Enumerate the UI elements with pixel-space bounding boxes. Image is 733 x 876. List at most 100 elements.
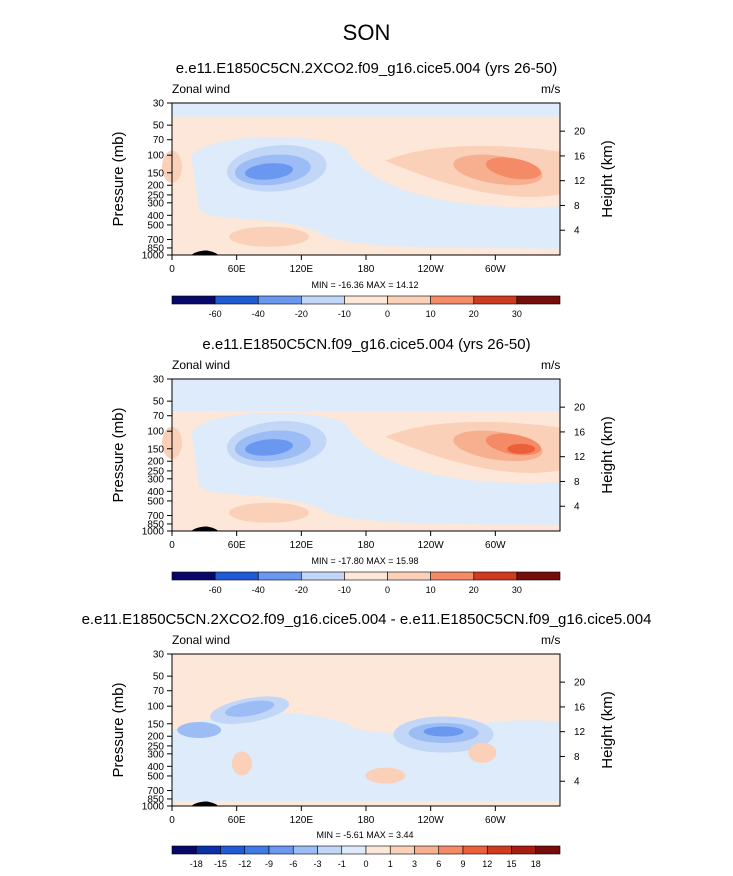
y-right-tick-label: 8 (574, 477, 580, 488)
colorbar-box (344, 571, 388, 581)
y-right-tick-label: 4 (574, 777, 580, 788)
field-group (162, 379, 560, 531)
y-tick-label: 500 (147, 496, 164, 507)
colorbar-label: 0 (385, 585, 390, 595)
colorbar-label: -18 (190, 859, 203, 869)
x-tick-label: 120E (290, 540, 314, 551)
colorbar-label: 6 (436, 859, 441, 869)
x-tick-label: 60E (228, 264, 246, 275)
y-tick-label: 70 (153, 411, 165, 422)
panel-2-units: m/s (541, 358, 561, 372)
colorbar-label: -20 (295, 585, 308, 595)
y-tick-label: 50 (153, 121, 165, 132)
colorbar-label: -3 (313, 859, 321, 869)
colorbar-box (301, 295, 345, 305)
x-tick-label: 120E (290, 815, 314, 826)
colorbar-label: 0 (363, 859, 368, 869)
colorbar-box (341, 845, 367, 855)
y-tick-label: 400 (147, 211, 164, 222)
y-tick-label: 50 (153, 672, 165, 683)
colorbar-box (257, 571, 302, 581)
x-tick-label: 120W (418, 540, 445, 551)
colorbar-label: -10 (338, 309, 351, 319)
colorbar-box (292, 845, 318, 855)
panel-1-minmax: MIN = -16.36 MAX = 14.12 (311, 280, 419, 290)
y-tick-label: 400 (147, 487, 164, 498)
colorbar-box (414, 845, 440, 855)
colorbar-label: -6 (289, 859, 297, 869)
easterly-core-inner (245, 163, 293, 180)
y-tick-label: 70 (153, 686, 165, 697)
panel-3-colorbar: -18 -15 -12 -9 -6 -3 -1 0 1 3 6 9 12 15 18 (171, 845, 561, 869)
y-tick-label: 200 (147, 181, 164, 192)
y-tick-label: 300 (147, 474, 164, 485)
y-tick-label: 850 (147, 794, 164, 805)
y-axis-label: Pressure (mb) (110, 682, 127, 777)
y-tick-label: 100 (147, 427, 164, 438)
y-right-tick-label: 12 (574, 452, 586, 463)
colorbar-box (516, 295, 561, 305)
colorbar-box (301, 571, 345, 581)
y-right-tick-label: 12 (574, 176, 586, 187)
colorbar-label: -60 (209, 585, 222, 595)
y-right-tick-label: 20 (574, 678, 586, 689)
colorbar-label: 3 (412, 859, 417, 869)
y-right-axis-label: Height (km) (599, 416, 616, 494)
topography (191, 526, 219, 531)
colorbar-label: -40 (252, 585, 265, 595)
panel-2-minmax: MIN = -17.80 MAX = 15.98 (311, 556, 419, 566)
x-tick-label: 180 (358, 264, 375, 275)
colorbar-box (268, 845, 294, 855)
panel-1-title: e.e11.E1850C5CN.2XCO2.f09_g16.cice5.004 … (175, 60, 558, 77)
colorbar-label: -9 (265, 859, 273, 869)
y-tick-label: 500 (147, 220, 164, 231)
difference-neg-upper-core (224, 700, 275, 717)
colorbar-box (257, 295, 302, 305)
x-tick-label: 120W (418, 815, 445, 826)
y-tick-label: 50 (153, 397, 165, 408)
y-right-tick-label: 16 (574, 702, 586, 713)
y-tick-label: 850 (147, 243, 164, 254)
colorbar-box (171, 295, 216, 305)
x-tick-label: 120E (290, 264, 314, 275)
colorbar-box (171, 571, 216, 581)
colorbar-box (430, 571, 475, 581)
x-tick-label: 60E (228, 815, 246, 826)
panel-2-colorbar: -60 -40 -20 -10 0 10 20 30 (171, 571, 561, 595)
y-tick-label: 400 (147, 762, 164, 773)
y-tick-label: 150 (147, 168, 164, 179)
colorbar-label: 12 (482, 859, 492, 869)
easterly-core-inner (245, 439, 293, 456)
y-right-tick-label: 16 (574, 427, 586, 438)
difference-pos-right-low (468, 742, 497, 763)
difference-pos-left-low (231, 751, 252, 776)
westerly-jet-max (507, 443, 536, 454)
y-tick-label: 250 (147, 190, 164, 201)
colorbar-label: -15 (214, 859, 227, 869)
colorbar-label: 20 (469, 309, 479, 319)
y-tick-label: 250 (147, 741, 164, 752)
panel-1-units: m/s (541, 82, 561, 96)
panel-2-title: e.e11.E1850C5CN.f09_g16.cice5.004 (yrs 2… (202, 336, 531, 353)
y-tick-label: 200 (147, 457, 164, 468)
y-tick-label: 500 (147, 771, 164, 782)
x-tick-label: 60W (485, 540, 506, 551)
colorbar-box (473, 571, 518, 581)
field-group (172, 654, 560, 806)
y-tick-label: 700 (147, 235, 164, 246)
colorbar-box (387, 571, 431, 581)
colorbar-label: -60 (209, 309, 222, 319)
colorbar-box (389, 845, 415, 855)
y-right-tick-label: 4 (574, 502, 580, 513)
colorbar-box (195, 845, 221, 855)
colorbar-box (344, 295, 388, 305)
y-tick-label: 100 (147, 151, 164, 162)
colorbar-label: 18 (531, 859, 541, 869)
colorbar-box (430, 295, 475, 305)
colorbar-label: -12 (238, 859, 251, 869)
x-tick-label: 0 (169, 815, 175, 826)
